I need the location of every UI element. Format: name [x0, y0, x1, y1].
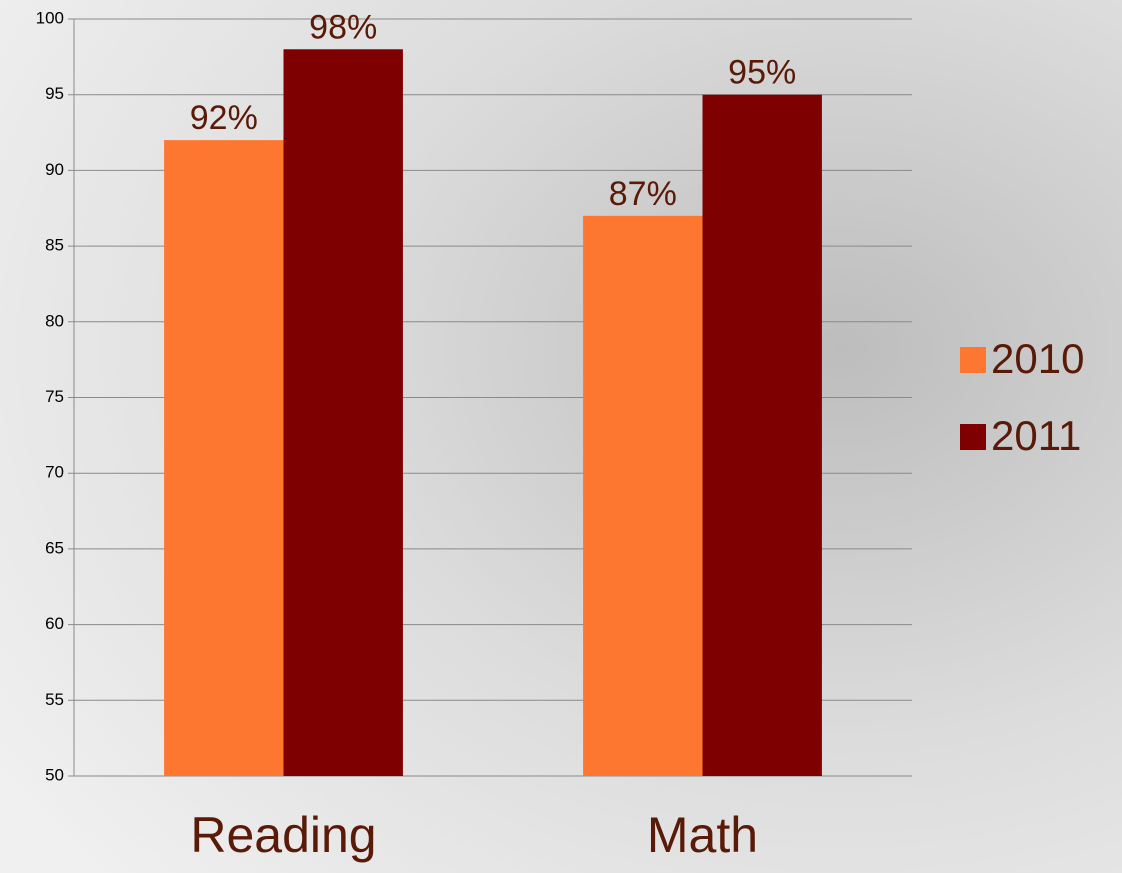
- chart: 50 55 60 65 70 75 80 85 90 95 100 Reading 92% 98% Math…: [0, 0, 1122, 873]
- y-tick-label: 55: [45, 690, 64, 709]
- legend-label: 2011: [991, 412, 1081, 459]
- x-tick-label: Reading: [190, 807, 376, 863]
- page: 50 55 60 65 70 75 80 85 90 95 100 Reading 92% 98% Math…: [0, 0, 1122, 873]
- legend-swatch: [960, 424, 986, 450]
- y-tick-label: 70: [45, 463, 64, 482]
- y-tick-label: 90: [45, 160, 64, 179]
- bar: [583, 216, 702, 776]
- y-tick-label: 60: [45, 614, 64, 633]
- y-tick-label: 100: [36, 8, 64, 27]
- y-tick-label: 75: [45, 387, 64, 406]
- value-label: 87%: [609, 175, 677, 213]
- y-tick-label: 85: [45, 236, 64, 255]
- y-tick-label: 80: [45, 311, 64, 330]
- y-tick-label: 50: [45, 765, 64, 784]
- x-tick-label: Math: [647, 807, 758, 863]
- legend-swatch: [960, 347, 986, 373]
- value-label: 92%: [190, 99, 258, 137]
- legend-label: 2010: [991, 335, 1084, 382]
- value-label: 95%: [728, 54, 796, 92]
- y-tick-label: 95: [45, 84, 64, 103]
- y-tick-label: 65: [45, 538, 64, 557]
- bar: [703, 95, 822, 776]
- bar: [164, 140, 283, 776]
- bar: [284, 49, 403, 776]
- value-label: 98%: [309, 8, 377, 46]
